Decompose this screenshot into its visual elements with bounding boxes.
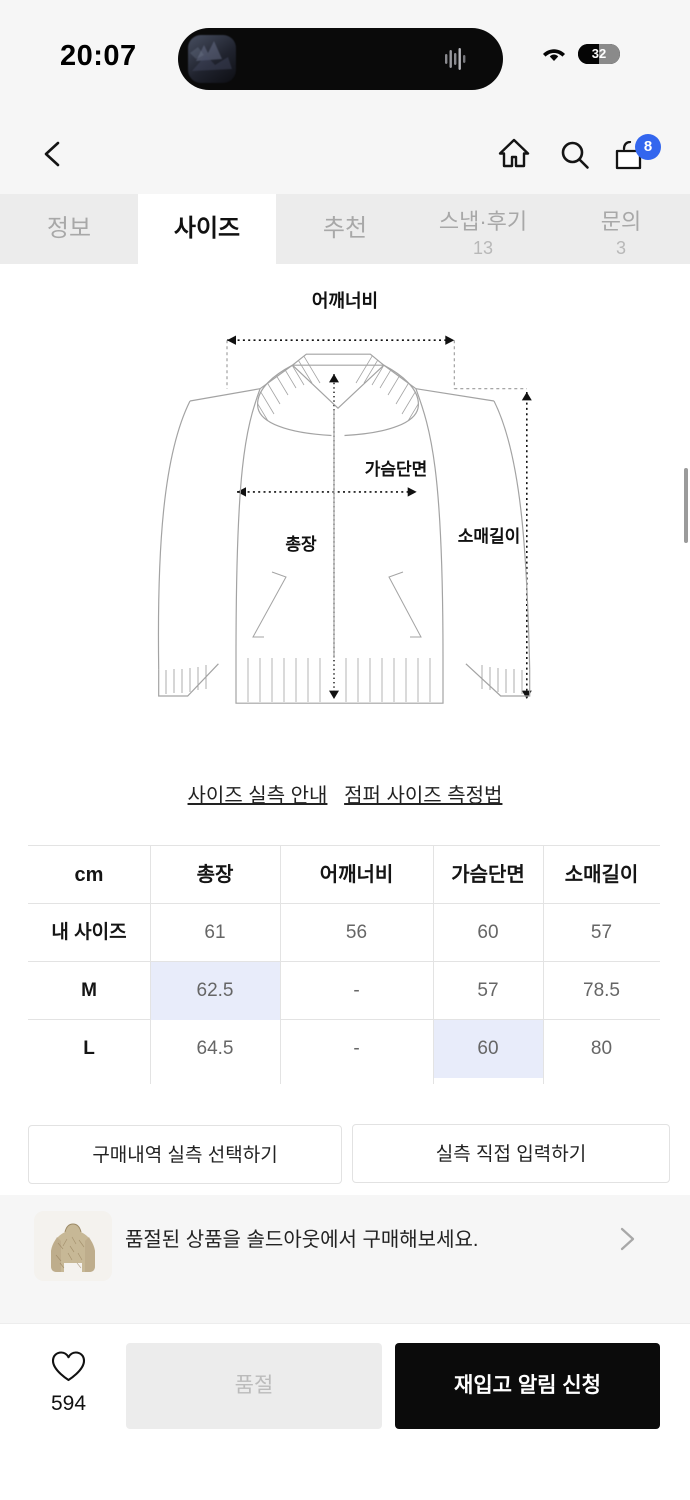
svg-text:가슴단면: 가슴단면 [365,460,428,479]
svg-text:총장: 총장 [285,535,317,554]
svg-text:어깨너비: 어깨너비 [312,291,378,311]
svg-text:소매길이: 소매길이 [458,527,521,546]
